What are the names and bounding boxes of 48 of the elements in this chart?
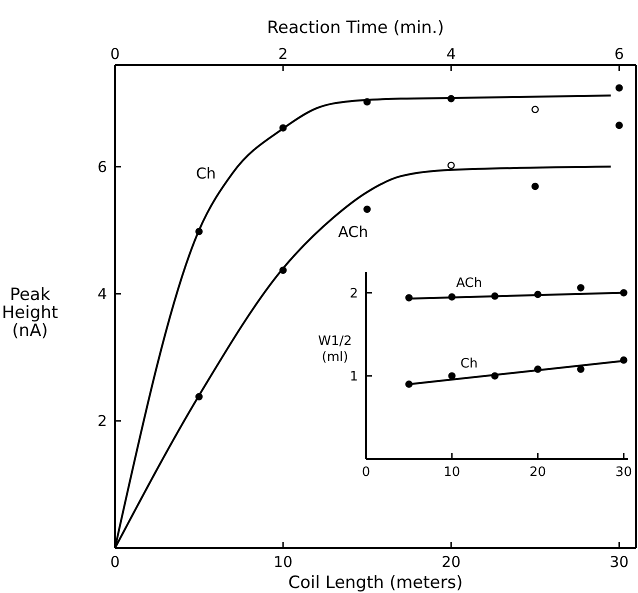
point [448,293,456,301]
point [620,356,628,364]
point [279,266,287,274]
x-tick-label: 0 [362,465,370,480]
point [531,106,539,114]
x-tick-label: 30 [610,553,629,571]
point [491,292,499,300]
point [534,290,542,298]
series-label: ACh [338,222,368,241]
y-tick-label: 2 [97,412,107,430]
x2-tick-label: 6 [614,45,624,63]
series-label: ACh [456,276,482,291]
point [405,380,413,388]
point [577,366,584,373]
point [363,98,371,106]
point [448,372,456,380]
point [531,182,539,190]
x-tick-label: 30 [615,465,632,480]
y-axis-title: Peak Height (nA) [2,285,58,341]
y-tick-label: 1 [350,369,358,384]
x-tick-label: 10 [444,465,460,480]
point [405,294,413,302]
point [447,162,455,170]
x-tick-label: 20 [442,553,461,571]
x-axis-title: Coil Length (meters) [288,573,463,593]
point [577,284,584,292]
x2-tick-label: 0 [110,45,120,63]
point [279,124,287,132]
series-label: Ch [196,164,216,182]
x-tick-label: 10 [274,553,293,571]
x-tick-label: 20 [530,465,546,480]
point [491,372,499,380]
point [195,228,203,236]
point [620,289,628,296]
point [616,122,623,130]
y-tick-label: 4 [97,285,107,304]
point [616,84,623,92]
point [195,393,203,400]
x2-tick-label: 2 [278,45,288,63]
series-label: Ch [460,356,478,372]
point [363,206,371,213]
x2-axis-title: Reaction Time (min.) [267,18,444,38]
x-tick-label: 0 [110,553,120,571]
point [534,366,542,373]
y-tick-label: 6 [97,158,107,176]
point [447,95,455,102]
y-axis-title: W1/2 (ml) [318,334,352,365]
x2-tick-label: 4 [446,45,456,63]
